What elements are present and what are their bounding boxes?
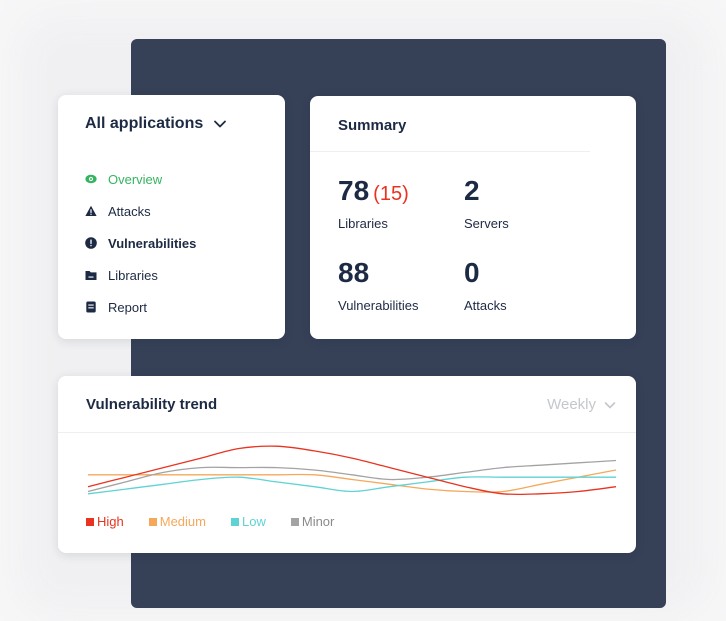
nav-item-libraries[interactable]: Libraries [85, 259, 196, 291]
summary-divider [310, 151, 590, 152]
summary-title: Summary [338, 117, 407, 134]
stat-libraries-value: 78 [338, 175, 370, 206]
stat-attacks-value: 0 [464, 257, 480, 288]
chart-legend: High Medium Low Minor [86, 514, 359, 529]
period-selector-label: Weekly [547, 396, 596, 413]
period-selector[interactable]: Weekly [547, 396, 616, 413]
application-selector-label: All applications [85, 115, 204, 132]
trend-title: Vulnerability trend [86, 396, 218, 413]
stat-servers[interactable]: 2 Servers [464, 175, 509, 232]
legend-label: High [97, 514, 124, 529]
nav-item-overview[interactable]: Overview [85, 163, 196, 195]
legend-swatch [290, 517, 299, 526]
summary-card: Summary 78 (15) Libraries 2 Servers 88 Vu… [310, 96, 636, 339]
navigation-card: All applications Overview [58, 95, 285, 339]
legend-item-minor[interactable]: Minor [290, 514, 335, 529]
stat-attacks[interactable]: 0 Attacks [464, 257, 507, 314]
nav-item-label: Overview [108, 171, 163, 187]
legend-label: Medium [159, 514, 206, 529]
nav-list: Overview Attacks Vulnerabilities [85, 163, 196, 323]
nav-item-label: Report [108, 299, 148, 315]
document-icon [85, 301, 97, 313]
legend-swatch [231, 517, 239, 526]
legend-item-low[interactable]: Low [231, 514, 266, 529]
chevron-down-icon [214, 120, 227, 128]
legend-label: Low [242, 514, 266, 529]
nav-item-label: Libraries [108, 267, 158, 283]
folder-icon [85, 269, 97, 281]
legend-item-medium[interactable]: Medium [148, 514, 206, 529]
stat-libraries-delta: (15) [373, 183, 409, 205]
nav-item-label: Vulnerabilities [108, 235, 197, 251]
nav-item-label: Attacks [108, 203, 151, 219]
series-line-high [87, 445, 617, 496]
application-selector[interactable]: All applications [85, 115, 227, 133]
legend-swatch [148, 517, 157, 526]
stat-vulnerabilities-label: Vulnerabilities [338, 298, 419, 313]
nav-item-report[interactable]: Report [85, 291, 196, 323]
stat-libraries-label: Libraries [338, 216, 388, 231]
alert-circle-icon [85, 237, 97, 249]
nav-item-attacks[interactable]: Attacks [85, 195, 196, 227]
series-line-low [87, 476, 616, 495]
warning-icon [85, 205, 97, 217]
stat-libraries[interactable]: 78 (15) Libraries [338, 175, 409, 232]
stat-servers-label: Servers [464, 216, 509, 231]
nav-item-vulnerabilities[interactable]: Vulnerabilities [85, 227, 196, 259]
legend-item-high[interactable]: High [86, 514, 124, 529]
chevron-down-icon [604, 401, 616, 408]
stat-vulnerabilities-value: 88 [338, 257, 370, 288]
trend-chart [87, 445, 617, 496]
series-line-minor [87, 459, 617, 493]
stat-attacks-label: Attacks [464, 298, 507, 313]
stat-vulnerabilities[interactable]: 88 Vulnerabilities [338, 257, 419, 314]
eye-icon [85, 173, 97, 185]
legend-swatch [86, 517, 94, 526]
series-line-medium [87, 469, 617, 493]
stat-servers-value: 2 [464, 175, 480, 206]
legend-label: Minor [301, 514, 335, 529]
trend-divider [58, 432, 636, 433]
vulnerability-trend-card: Vulnerability trend Weekly High Medium Low… [58, 376, 636, 553]
